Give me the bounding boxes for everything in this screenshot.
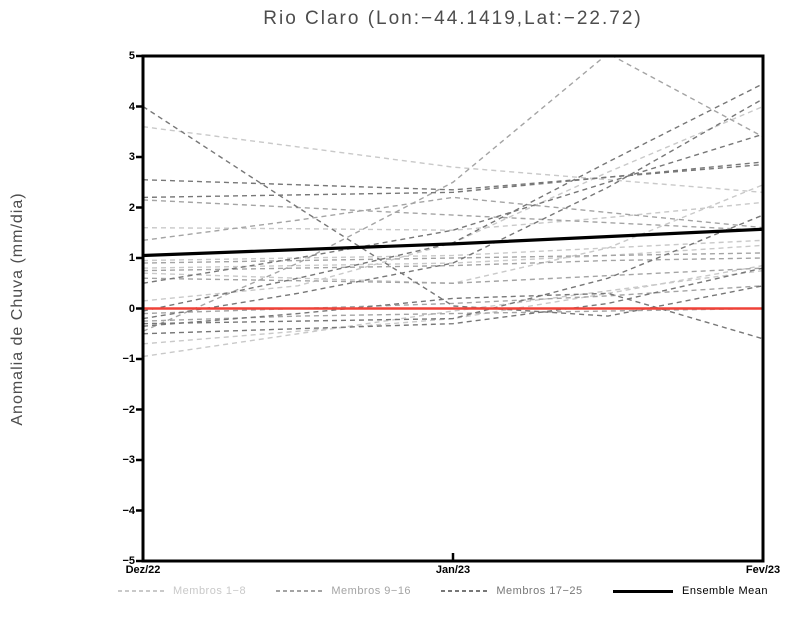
member-line	[143, 98, 763, 320]
member-line	[143, 267, 763, 335]
x-tick-label: Dez/22	[125, 564, 161, 576]
y-tick-label: 5	[128, 50, 135, 62]
dashed-line-swatch	[441, 590, 488, 592]
x-tick-label: Fev/23	[745, 564, 781, 576]
legend-label: Membros 17−25	[496, 585, 583, 597]
y-tick-label: 2	[128, 201, 135, 214]
dashed-line-swatch	[276, 590, 323, 592]
legend-item-membros-9-16: Membros 9−16	[276, 585, 411, 597]
member-line	[143, 252, 763, 264]
x-tick-label: Jan/23	[435, 564, 471, 576]
member-line	[143, 56, 763, 332]
dashed-line-swatch	[118, 590, 164, 592]
y-tick-label: 1	[128, 252, 135, 264]
member-line	[143, 83, 763, 312]
legend-label: Membros 1−8	[173, 585, 247, 597]
member-line	[143, 257, 763, 272]
member-line	[143, 201, 763, 231]
y-tick-label: −4	[122, 504, 135, 517]
legend-label: Ensemble Mean	[681, 585, 768, 597]
y-tick-label: 4	[128, 100, 135, 113]
member-line	[143, 292, 763, 340]
member-line	[143, 105, 763, 302]
member-line	[143, 105, 763, 317]
ensemble-mean-line	[143, 227, 763, 258]
member-line	[143, 239, 763, 262]
solid-line-swatch	[612, 589, 673, 593]
y-tick-label: −2	[122, 403, 135, 416]
member-line	[143, 199, 763, 231]
legend-item-ensemble-mean: Ensemble Mean	[612, 585, 768, 597]
member-line	[143, 214, 763, 325]
member-line	[143, 244, 763, 269]
y-tick-label: −5	[122, 555, 135, 567]
member-line	[143, 267, 763, 284]
series-layer	[143, 56, 763, 358]
legend-item-membros-1-8: Membros 1−8	[118, 585, 246, 597]
chart-title: Rio Claro (Lon:−44.1419,Lat:−22.72)	[263, 8, 643, 29]
y-tick-label: −3	[122, 454, 135, 466]
member-line	[143, 161, 763, 191]
legend: Membros 1−8 Membros 9−16 Membros 17−25 E…	[118, 585, 768, 597]
member-line	[143, 264, 763, 345]
legend-item-membros-17-25: Membros 17−25	[441, 585, 582, 597]
y-tick-label: 3	[128, 151, 135, 163]
legend-label: Membros 9−16	[331, 585, 412, 597]
member-line	[143, 163, 763, 199]
y-tick-label: −1	[122, 353, 135, 365]
y-tick-label: 0	[128, 302, 135, 315]
member-line	[143, 285, 763, 315]
